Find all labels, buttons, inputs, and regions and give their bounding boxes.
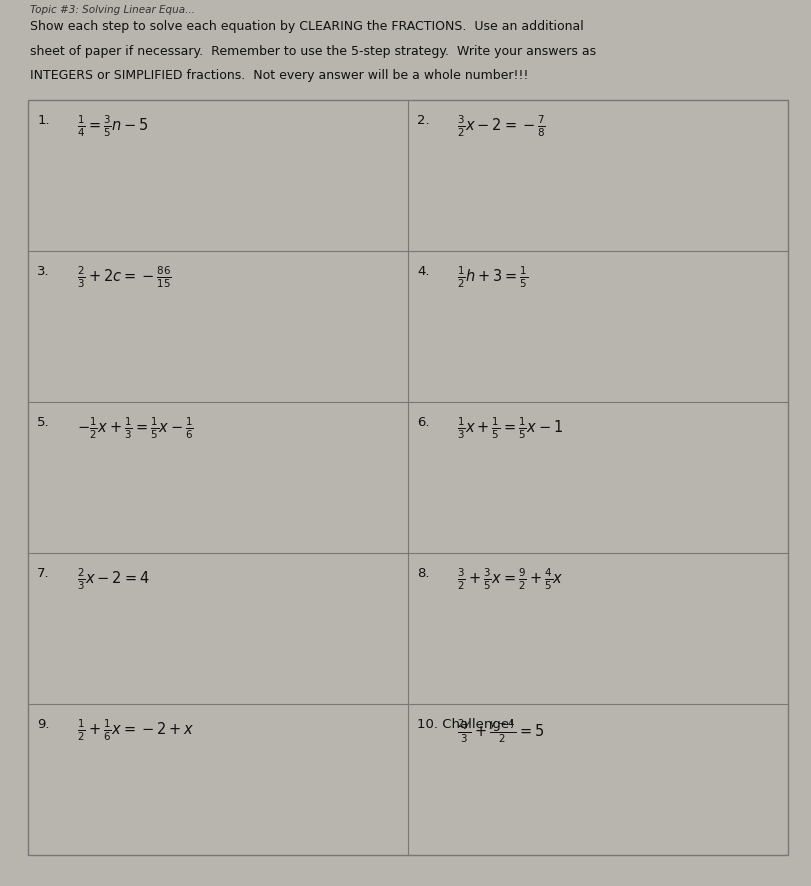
Text: $\frac{2y}{3}+\frac{y-4}{2}=5$: $\frac{2y}{3}+\frac{y-4}{2}=5$ (457, 718, 544, 745)
Text: $\frac{1}{3}x+\frac{1}{5}=\frac{1}{5}x-1$: $\frac{1}{3}x+\frac{1}{5}=\frac{1}{5}x-1… (457, 416, 563, 441)
Text: 9.: 9. (37, 718, 49, 731)
Text: $\frac{3}{2}+\frac{3}{5}x=\frac{9}{2}+\frac{4}{5}x$: $\frac{3}{2}+\frac{3}{5}x=\frac{9}{2}+\f… (457, 566, 564, 592)
Text: $-\frac{1}{2}x+\frac{1}{3}=\frac{1}{5}x-\frac{1}{6}$: $-\frac{1}{2}x+\frac{1}{3}=\frac{1}{5}x-… (77, 416, 194, 441)
Text: 8.: 8. (417, 566, 430, 579)
Text: 2.: 2. (417, 113, 430, 127)
Text: $\frac{3}{2}x-2=-\frac{7}{8}$: $\frac{3}{2}x-2=-\frac{7}{8}$ (457, 113, 545, 139)
Text: 10. Challenge!: 10. Challenge! (417, 718, 514, 731)
Text: 4.: 4. (417, 265, 430, 277)
Text: INTEGERS or SIMPLIFIED fractions.  Not every answer will be a whole number!!!: INTEGERS or SIMPLIFIED fractions. Not ev… (30, 69, 529, 82)
Text: $\frac{1}{2}+\frac{1}{6}x=-2+x$: $\frac{1}{2}+\frac{1}{6}x=-2+x$ (77, 718, 194, 743)
Text: sheet of paper if necessary.  Remember to use the 5-step strategy.  Write your a: sheet of paper if necessary. Remember to… (30, 45, 596, 58)
Text: 7.: 7. (37, 566, 49, 579)
Text: $\frac{1}{2}h+3=\frac{1}{5}$: $\frac{1}{2}h+3=\frac{1}{5}$ (457, 265, 528, 290)
Text: 3.: 3. (37, 265, 49, 277)
Text: $\frac{2}{3}x-2=4$: $\frac{2}{3}x-2=4$ (77, 566, 149, 592)
Text: 5.: 5. (37, 416, 49, 429)
Text: $\frac{1}{4}=\frac{3}{5}n-5$: $\frac{1}{4}=\frac{3}{5}n-5$ (77, 113, 148, 139)
Text: Show each step to solve each equation by CLEARING the FRACTIONS.  Use an additio: Show each step to solve each equation by… (30, 20, 584, 33)
Text: 6.: 6. (417, 416, 430, 429)
Text: 1.: 1. (37, 113, 49, 127)
Text: $\frac{2}{3}+2c=-\frac{86}{15}$: $\frac{2}{3}+2c=-\frac{86}{15}$ (77, 265, 171, 290)
Text: Topic #3: Solving Linear Equa...: Topic #3: Solving Linear Equa... (30, 5, 195, 15)
